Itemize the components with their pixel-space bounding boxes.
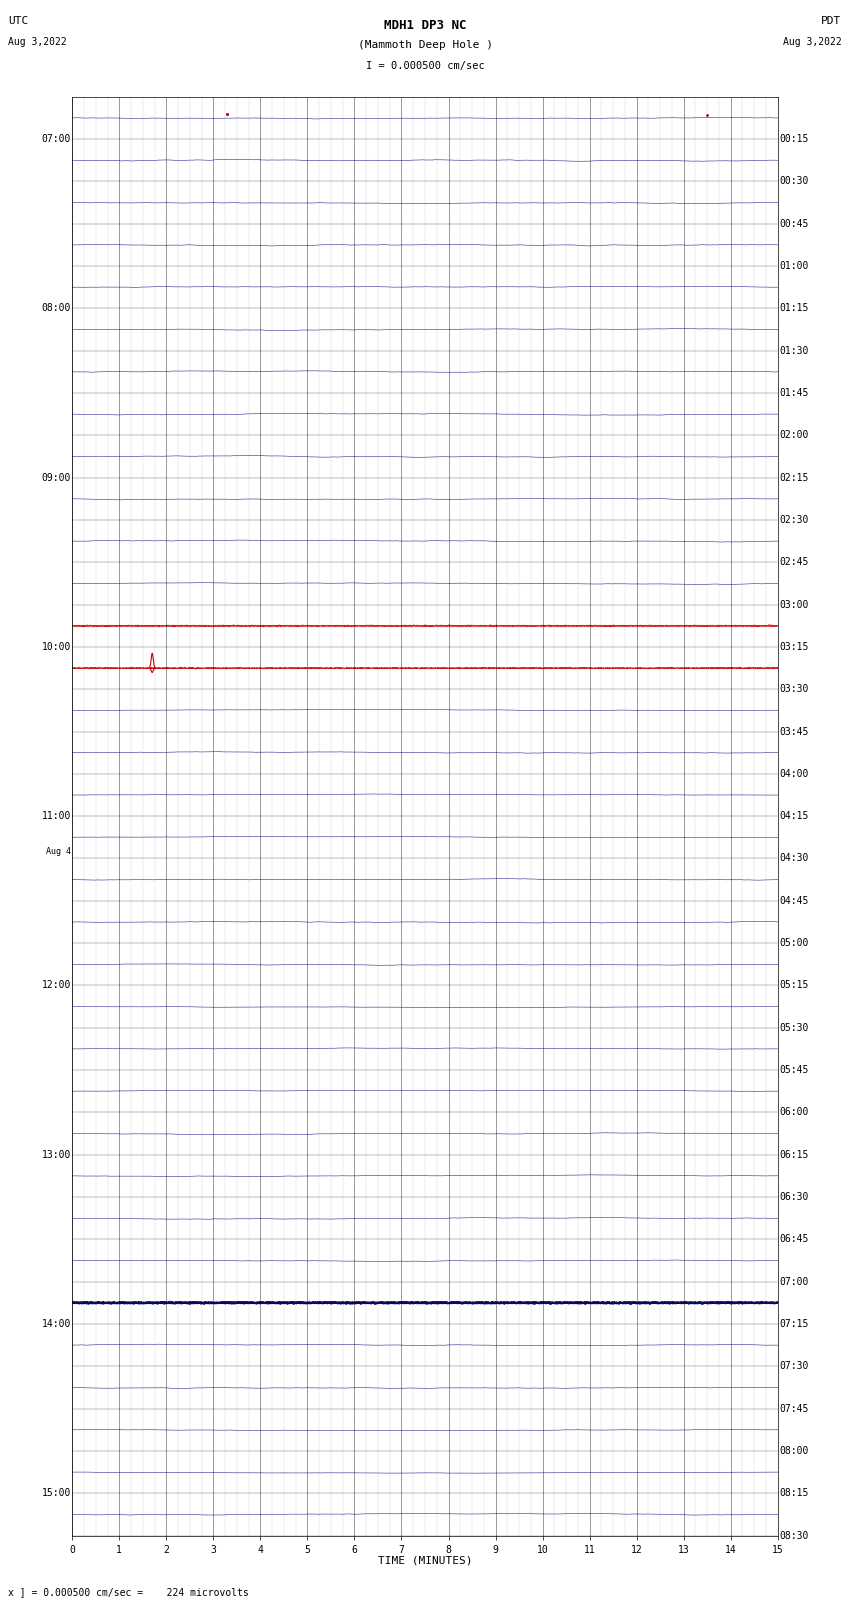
Text: 06:45: 06:45 [779,1234,808,1244]
X-axis label: TIME (MINUTES): TIME (MINUTES) [377,1557,473,1566]
Text: 06:30: 06:30 [779,1192,808,1202]
Text: 00:30: 00:30 [779,176,808,187]
Text: 07:00: 07:00 [779,1276,808,1287]
Text: 01:15: 01:15 [779,303,808,313]
Text: Aug 3,2022: Aug 3,2022 [8,37,67,47]
Text: 04:45: 04:45 [779,895,808,907]
Text: Aug 3,2022: Aug 3,2022 [783,37,842,47]
Text: 08:15: 08:15 [779,1489,808,1498]
Text: 04:00: 04:00 [779,769,808,779]
Text: I = 0.000500 cm/sec: I = 0.000500 cm/sec [366,61,484,71]
Text: 00:15: 00:15 [779,134,808,144]
Text: 07:45: 07:45 [779,1403,808,1413]
Text: 14:00: 14:00 [42,1319,71,1329]
Text: 03:15: 03:15 [779,642,808,652]
Text: 15:00: 15:00 [42,1489,71,1498]
Text: 07:30: 07:30 [779,1361,808,1371]
Text: 03:00: 03:00 [779,600,808,610]
Text: 08:00: 08:00 [779,1445,808,1457]
Text: 08:00: 08:00 [42,303,71,313]
Text: 10:00: 10:00 [42,642,71,652]
Text: x ] = 0.000500 cm/sec =    224 microvolts: x ] = 0.000500 cm/sec = 224 microvolts [8,1587,249,1597]
Text: 08:30: 08:30 [779,1531,808,1540]
Text: 09:00: 09:00 [42,473,71,482]
Text: 01:30: 01:30 [779,345,808,356]
Text: 06:15: 06:15 [779,1150,808,1160]
Text: UTC: UTC [8,16,29,26]
Text: 07:00: 07:00 [42,134,71,144]
Text: 02:30: 02:30 [779,515,808,524]
Text: 04:30: 04:30 [779,853,808,863]
Text: 00:45: 00:45 [779,219,808,229]
Text: 13:00: 13:00 [42,1150,71,1160]
Text: 07:15: 07:15 [779,1319,808,1329]
Text: 05:30: 05:30 [779,1023,808,1032]
Text: 03:45: 03:45 [779,726,808,737]
Text: MDH1 DP3 NC: MDH1 DP3 NC [383,19,467,32]
Text: 05:15: 05:15 [779,981,808,990]
Text: 02:45: 02:45 [779,556,808,568]
Text: 02:00: 02:00 [779,431,808,440]
Text: 04:15: 04:15 [779,811,808,821]
Text: 06:00: 06:00 [779,1108,808,1118]
Text: PDT: PDT [821,16,842,26]
Text: 05:00: 05:00 [779,939,808,948]
Text: (Mammoth Deep Hole ): (Mammoth Deep Hole ) [358,40,492,50]
Text: 03:30: 03:30 [779,684,808,694]
Text: 12:00: 12:00 [42,981,71,990]
Text: 11:00: 11:00 [42,811,71,821]
Text: 02:15: 02:15 [779,473,808,482]
Text: 01:00: 01:00 [779,261,808,271]
Text: 05:45: 05:45 [779,1065,808,1076]
Text: Aug 4: Aug 4 [46,847,71,855]
Text: 01:45: 01:45 [779,389,808,398]
